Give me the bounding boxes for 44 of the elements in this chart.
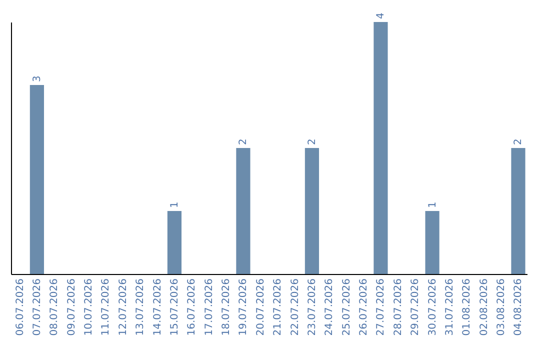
bar — [167, 211, 182, 274]
x-tick-label: 14.07.2026 — [152, 278, 164, 336]
x-tick-label: 04.08.2026 — [513, 278, 524, 336]
x-tick-label: 16.07.2026 — [186, 278, 198, 336]
x-tick-label: 25.07.2026 — [341, 278, 352, 336]
x-tick-label: 18.07.2026 — [221, 278, 232, 336]
bar — [304, 148, 320, 274]
x-tick-label: 24.07.2026 — [324, 278, 336, 336]
x-tick-label: 07.07.2026 — [32, 278, 43, 336]
x-tick-label: 15.07.2026 — [169, 278, 180, 336]
bar — [236, 148, 250, 274]
data-label: 2 — [513, 138, 524, 145]
x-tick-label: 23.07.2026 — [306, 278, 318, 336]
data-label: 1 — [427, 202, 438, 208]
x-tick-label: 09.07.2026 — [66, 278, 78, 336]
x-tick-label: 02.08.2026 — [478, 278, 490, 336]
data-label: 2 — [238, 138, 250, 145]
x-tick-label: 19.07.2026 — [238, 278, 250, 336]
x-tick-label: 31.07.2026 — [444, 278, 456, 336]
x-tick-label: 03.08.2026 — [496, 278, 508, 336]
x-tick-label: 28.07.2026 — [392, 278, 404, 336]
data-label: 2 — [306, 138, 318, 145]
bar — [425, 211, 440, 274]
bar — [30, 85, 44, 274]
x-tick-label: 20.07.2026 — [255, 278, 266, 336]
x-tick-label: 30.07.2026 — [427, 278, 438, 336]
bar — [374, 22, 388, 274]
x-tick-label: 11.07.2026 — [100, 278, 112, 336]
x-tick-label: 10.07.2026 — [84, 278, 95, 336]
x-tick-label: 27.07.2026 — [376, 278, 387, 336]
data-label: 1 — [169, 202, 180, 208]
x-tick-label: 12.07.2026 — [118, 278, 129, 336]
x-tick-label: 29.07.2026 — [410, 278, 422, 336]
x-tick-label: 01.08.2026 — [462, 278, 473, 336]
x-tick-label: 21.07.2026 — [272, 278, 284, 336]
data-label: 3 — [32, 76, 43, 82]
x-tick-label: 06.07.2026 — [14, 278, 26, 336]
data-label: 4 — [376, 12, 387, 19]
x-tick-label: 17.07.2026 — [204, 278, 215, 336]
bar — [511, 148, 526, 274]
x-tick-label: 26.07.2026 — [358, 278, 370, 336]
x-tick-label: 08.07.2026 — [49, 278, 60, 336]
x-tick-label: 13.07.2026 — [135, 278, 146, 336]
x-tick-label: 22.07.2026 — [290, 278, 301, 336]
